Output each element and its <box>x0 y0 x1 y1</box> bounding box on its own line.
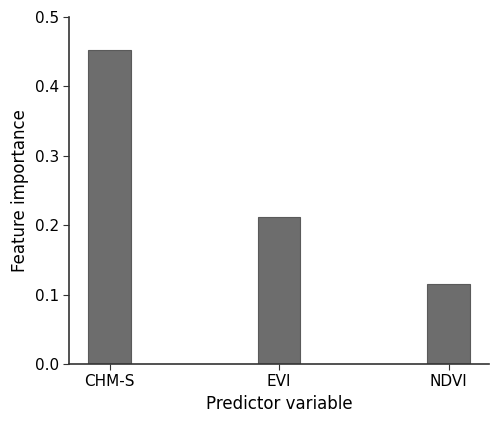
Bar <box>258 217 300 364</box>
X-axis label: Predictor variable: Predictor variable <box>206 395 352 413</box>
Bar <box>88 50 131 364</box>
Bar <box>428 284 470 364</box>
Y-axis label: Feature importance: Feature importance <box>11 109 29 272</box>
